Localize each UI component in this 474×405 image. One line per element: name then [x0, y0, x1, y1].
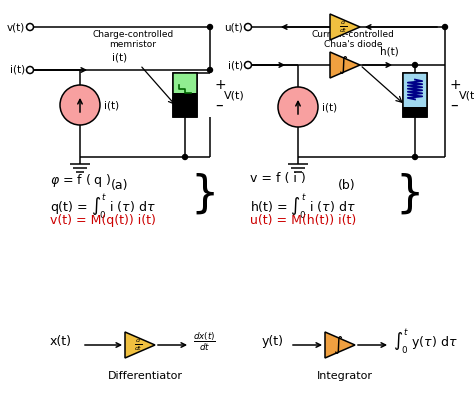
Bar [403, 73, 427, 107]
Circle shape [27, 23, 34, 30]
Text: $\frac{d}{dt}$: $\frac{d}{dt}$ [338, 19, 347, 35]
Text: –: – [215, 98, 223, 113]
Text: u(t) = M(h(t)) i(t): u(t) = M(h(t)) i(t) [250, 214, 356, 227]
Text: i(t): i(t) [104, 100, 119, 110]
Text: x(t): x(t) [50, 335, 72, 348]
Bar [403, 73, 427, 117]
Polygon shape [325, 332, 355, 358]
Text: y(t): y(t) [262, 335, 284, 348]
Text: V(t): V(t) [459, 90, 474, 100]
Text: $\varphi$ = f ( q ): $\varphi$ = f ( q ) [50, 172, 111, 189]
Text: h(t) = $\int_0^t$ i ($\tau$) d$\tau$: h(t) = $\int_0^t$ i ($\tau$) d$\tau$ [250, 192, 356, 221]
Text: h(t): h(t) [380, 47, 399, 57]
Text: $\int$: $\int$ [338, 54, 348, 76]
Text: i(t): i(t) [112, 52, 128, 62]
Text: v = f ( i ): v = f ( i ) [250, 172, 306, 185]
Circle shape [278, 87, 318, 127]
Polygon shape [125, 332, 155, 358]
Bar [173, 73, 197, 93]
Text: i(t): i(t) [322, 102, 337, 112]
Text: (b): (b) [337, 179, 356, 192]
Circle shape [27, 66, 34, 73]
Text: $\int_0^t$ y($\tau$) d$\tau$: $\int_0^t$ y($\tau$) d$\tau$ [393, 328, 458, 356]
Text: i(t): i(t) [228, 60, 243, 70]
Circle shape [443, 24, 447, 30]
Text: $\}$: $\}$ [190, 172, 215, 216]
Text: +: + [215, 78, 227, 92]
Circle shape [412, 62, 418, 68]
Text: $\frac{d}{dt}$: $\frac{d}{dt}$ [134, 337, 142, 353]
Bar [173, 93, 197, 117]
Text: $\}$: $\}$ [395, 172, 420, 216]
Text: Charge-controlled
memristor: Charge-controlled memristor [92, 30, 173, 49]
Text: v(t) = M(q(t)) i(t): v(t) = M(q(t)) i(t) [50, 214, 156, 227]
Text: Current-controlled
Chua's diode: Current-controlled Chua's diode [311, 30, 394, 49]
Circle shape [412, 154, 418, 160]
Text: $\int$: $\int$ [333, 334, 343, 356]
Polygon shape [330, 52, 360, 78]
Bar [173, 73, 197, 117]
Circle shape [245, 23, 252, 30]
Text: Differentiator: Differentiator [108, 371, 182, 381]
Circle shape [245, 62, 252, 68]
Text: Integrator: Integrator [317, 371, 373, 381]
Text: –: – [450, 98, 457, 113]
Bar [173, 73, 197, 117]
Text: $\frac{dx(t)}{dt}$: $\frac{dx(t)}{dt}$ [193, 331, 216, 353]
Text: (a): (a) [111, 179, 129, 192]
Text: V(t): V(t) [224, 90, 245, 100]
Text: u(t): u(t) [224, 22, 243, 32]
Text: v(t): v(t) [7, 22, 25, 32]
Circle shape [182, 154, 188, 160]
Text: +: + [450, 78, 462, 92]
Bar [403, 107, 427, 117]
Circle shape [208, 24, 212, 30]
Polygon shape [330, 14, 360, 40]
Circle shape [208, 68, 212, 72]
Bar [403, 73, 427, 117]
Text: q(t) = $\int_0^t$ i ($\tau$) d$\tau$: q(t) = $\int_0^t$ i ($\tau$) d$\tau$ [50, 192, 156, 221]
Text: i(t): i(t) [10, 65, 25, 75]
Circle shape [60, 85, 100, 125]
